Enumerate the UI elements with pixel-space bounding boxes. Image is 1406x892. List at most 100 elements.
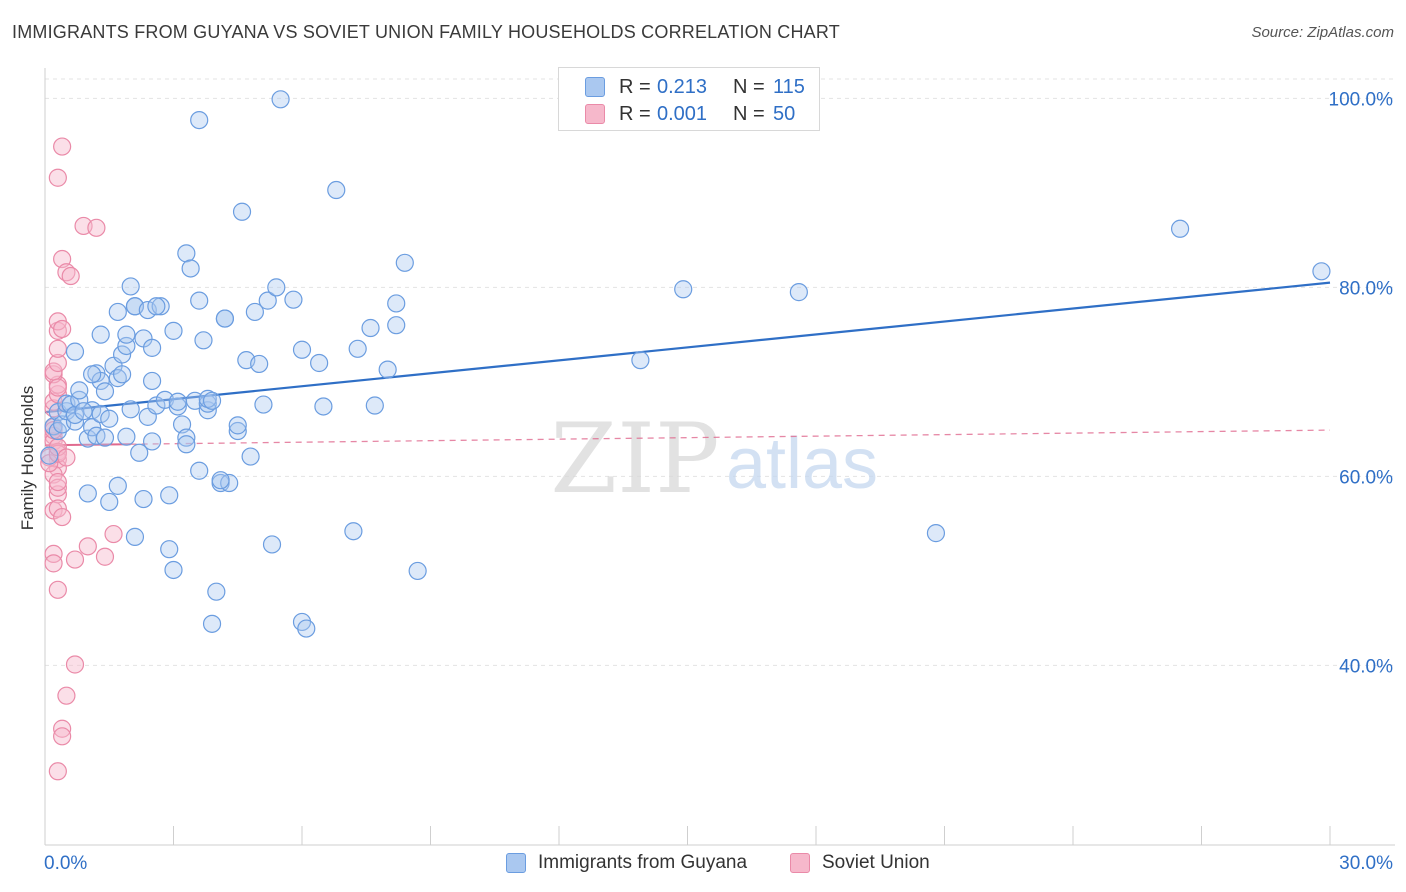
point-guyana — [91, 325, 110, 344]
stats-legend: R = 0.213 N = 115 R = 0.001 N = 50 — [558, 67, 820, 131]
point-guyana — [151, 297, 170, 316]
point-guyana — [65, 342, 85, 361]
point-guyana — [40, 446, 59, 465]
point-guyana — [134, 489, 153, 509]
point-guyana — [202, 614, 222, 633]
bottom-legend-swatch-soviet — [790, 853, 810, 873]
point-guyana — [190, 291, 209, 310]
legend-n-value: 115 — [773, 75, 805, 98]
point-guyana — [108, 476, 127, 495]
point-guyana — [241, 447, 260, 466]
legend-r-label: R = — [619, 102, 651, 125]
point-guyana — [142, 371, 162, 391]
point-guyana — [344, 522, 363, 541]
point-guyana — [78, 484, 97, 503]
point-guyana — [164, 321, 183, 340]
point-soviet-union — [44, 544, 63, 564]
legend-n-value: 50 — [773, 102, 796, 125]
point-guyana — [271, 90, 290, 109]
point-guyana — [267, 278, 286, 297]
point-soviet-union — [48, 168, 67, 187]
point-guyana — [142, 432, 162, 451]
y-tick-label: 40.0% — [1339, 656, 1393, 677]
point-guyana — [228, 416, 247, 435]
watermark: ZIP atlas — [550, 403, 878, 515]
point-guyana — [1312, 262, 1331, 281]
point-soviet-union — [48, 762, 67, 781]
bottom-legend-label-guyana: Immigrants from Guyana — [538, 852, 748, 873]
legend-n-label: N = — [733, 102, 765, 125]
data-points — [40, 90, 1331, 781]
point-soviet-union — [57, 686, 76, 705]
point-guyana — [95, 428, 115, 447]
point-guyana — [74, 402, 93, 421]
point-guyana — [121, 277, 140, 296]
point-guyana — [177, 244, 196, 263]
point-guyana — [310, 353, 329, 373]
point-soviet-union — [87, 218, 106, 237]
point-guyana — [147, 297, 166, 316]
legend-swatch-guyana — [585, 77, 605, 97]
point-soviet-union — [44, 554, 63, 573]
point-guyana — [254, 395, 273, 414]
point-guyana — [202, 391, 222, 410]
bottom-legend-soviet[interactable]: Soviet Union — [790, 852, 930, 874]
point-guyana — [215, 309, 234, 328]
point-soviet-union — [53, 319, 72, 339]
point-guyana — [65, 405, 85, 425]
point-guyana — [164, 560, 183, 580]
point-soviet-union — [53, 137, 72, 156]
y-tick-label: 100.0% — [1329, 89, 1394, 110]
point-guyana — [314, 397, 333, 416]
point-guyana — [125, 527, 145, 546]
point-guyana — [177, 435, 196, 454]
point-soviet-union — [78, 537, 97, 556]
point-guyana — [387, 316, 406, 335]
point-guyana — [361, 318, 380, 338]
point-guyana — [112, 345, 132, 364]
trend-line-guyana — [44, 281, 1331, 414]
point-guyana — [262, 535, 282, 554]
point-soviet-union — [53, 507, 72, 527]
x-tick-label: 30.0% — [1339, 853, 1393, 874]
legend-swatch-soviet — [585, 104, 605, 124]
point-soviet-union — [104, 524, 123, 544]
point-soviet-union — [95, 547, 115, 566]
point-guyana — [250, 354, 269, 374]
bottom-legend-guyana[interactable]: Immigrants from Guyana — [506, 852, 747, 874]
point-soviet-union — [65, 655, 85, 674]
source-label: Source: ZipAtlas.com — [1251, 24, 1394, 41]
point-guyana — [211, 471, 230, 490]
point-guyana — [395, 253, 414, 272]
legend-row-soviet: R = 0.001 N = 50 — [559, 101, 795, 127]
bottom-legend-swatch-guyana — [506, 853, 526, 873]
point-guyana — [117, 427, 136, 446]
point-soviet-union — [48, 339, 67, 358]
point-soviet-union — [65, 550, 85, 569]
point-guyana — [789, 283, 808, 302]
point-guyana — [142, 338, 162, 357]
x-tick-label: 0.0% — [44, 853, 87, 874]
point-guyana — [100, 492, 119, 512]
trend-line-soviet-dashed — [130, 429, 1331, 445]
point-guyana — [117, 325, 136, 344]
point-guyana — [190, 110, 209, 130]
point-guyana — [1170, 219, 1190, 238]
tick-labels: 40.0% 60.0% 80.0% 100.0% 0.0% 30.0% — [44, 89, 1393, 874]
point-guyana — [168, 392, 187, 411]
point-guyana — [258, 291, 277, 310]
point-guyana — [190, 461, 209, 480]
point-guyana — [121, 400, 140, 419]
point-soviet-union — [48, 472, 67, 492]
point-guyana — [292, 340, 312, 359]
point-guyana — [130, 443, 149, 462]
point-guyana — [327, 180, 346, 200]
point-guyana — [631, 351, 650, 370]
watermark-zip: ZIP — [550, 403, 719, 515]
legend-n-label: N = — [733, 75, 765, 98]
point-guyana — [70, 390, 89, 409]
point-soviet-union — [48, 353, 67, 373]
point-guyana — [168, 397, 187, 416]
y-tick-label: 80.0% — [1339, 278, 1393, 299]
